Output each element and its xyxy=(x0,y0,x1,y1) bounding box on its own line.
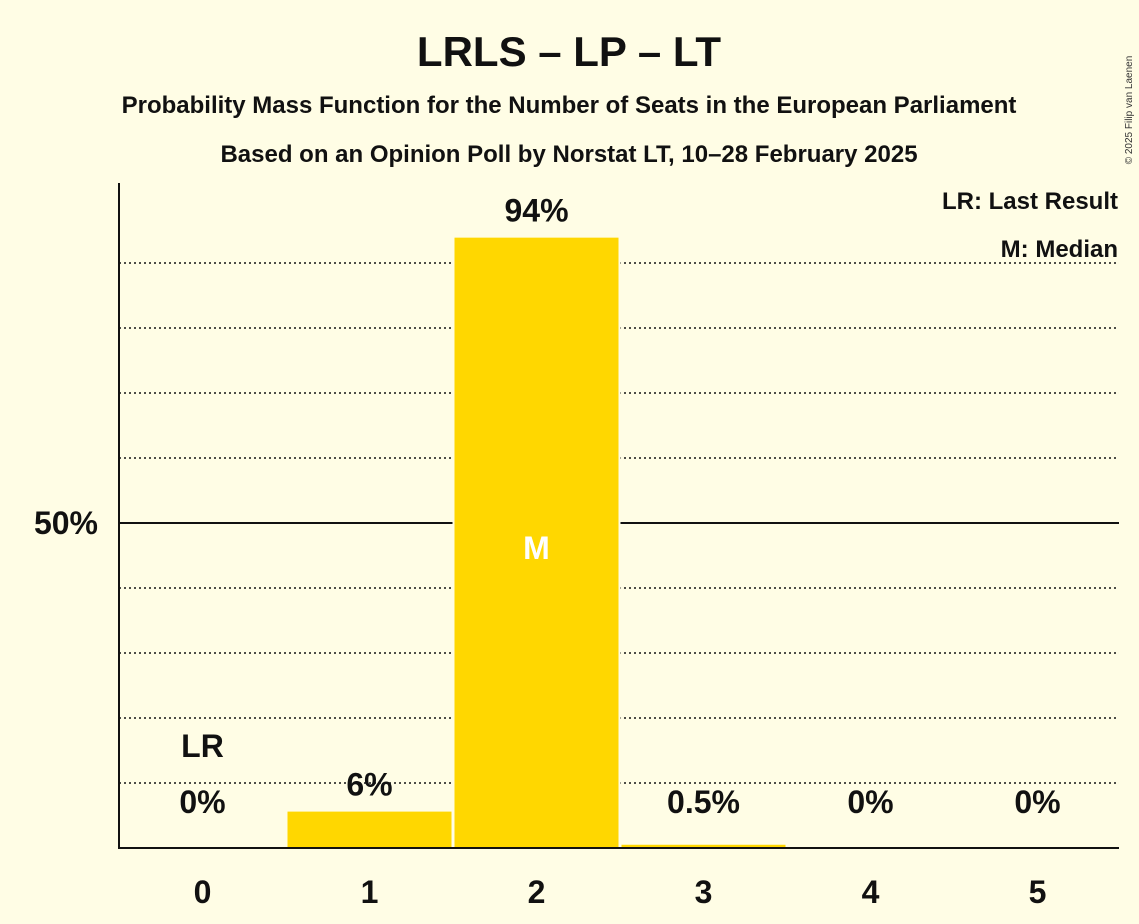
x-tick-label-3: 3 xyxy=(695,874,713,910)
data-label-1: 6% xyxy=(346,767,392,803)
data-label-5: 0% xyxy=(1014,784,1060,820)
bar-seats-2 xyxy=(454,237,619,848)
y-tick-label-50: 50% xyxy=(34,505,98,541)
x-tick-label-1: 1 xyxy=(361,874,379,910)
x-tick-label-0: 0 xyxy=(194,874,212,910)
bar-seats-1 xyxy=(287,811,452,848)
labels-group: 0 0% LR 1 6% 2 94% M 3 0.5% 4 0% 5 0% xyxy=(179,193,1060,910)
data-label-4: 0% xyxy=(847,784,893,820)
legend-last-result: LR: Last Result xyxy=(942,188,1118,215)
chart-title: LRLS – LP – LT xyxy=(417,28,721,75)
data-label-0: 0% xyxy=(179,784,225,820)
median-marker: M xyxy=(523,530,550,566)
x-tick-label-5: 5 xyxy=(1029,874,1047,910)
bars-group xyxy=(285,235,788,848)
bar-seats-3 xyxy=(621,844,786,848)
chart-subtitle-poll: Based on an Opinion Poll by Norstat LT, … xyxy=(220,141,917,168)
x-tick-label-2: 2 xyxy=(528,874,546,910)
data-label-2: 94% xyxy=(504,193,568,229)
x-tick-label-4: 4 xyxy=(862,874,880,910)
legend-median: M: Median xyxy=(1001,236,1118,263)
data-label-3: 0.5% xyxy=(667,784,740,820)
copyright-text: © 2025 Filip van Laenen xyxy=(1124,56,1135,165)
chart-subtitle: Probability Mass Function for the Number… xyxy=(122,92,1017,119)
last-result-marker: LR xyxy=(181,728,224,764)
